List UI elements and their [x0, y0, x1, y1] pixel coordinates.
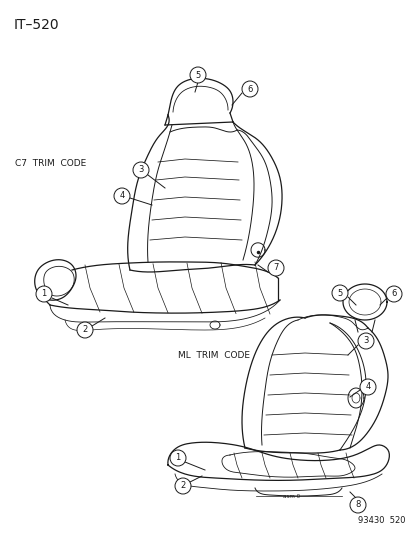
Circle shape	[133, 162, 149, 178]
Circle shape	[77, 322, 93, 338]
Circle shape	[114, 188, 130, 204]
Text: 6: 6	[247, 85, 252, 93]
Circle shape	[175, 478, 190, 494]
Circle shape	[359, 379, 375, 395]
Text: 8: 8	[354, 500, 360, 510]
Text: 93430  520: 93430 520	[358, 516, 405, 525]
Text: 3: 3	[138, 166, 143, 174]
Text: asm 0: asm 0	[283, 494, 300, 499]
Circle shape	[190, 67, 206, 83]
Text: 7: 7	[273, 263, 278, 272]
Text: 1: 1	[175, 454, 180, 463]
Text: IT–520: IT–520	[14, 18, 59, 32]
Circle shape	[267, 260, 283, 276]
Circle shape	[170, 450, 185, 466]
Text: 2: 2	[82, 326, 88, 335]
Text: 3: 3	[363, 336, 368, 345]
Text: 5: 5	[337, 288, 342, 297]
Text: 4: 4	[119, 191, 124, 200]
Circle shape	[357, 333, 373, 349]
Circle shape	[331, 285, 347, 301]
Text: C7  TRIM  CODE: C7 TRIM CODE	[15, 158, 86, 167]
Text: 4: 4	[365, 383, 370, 392]
Circle shape	[385, 286, 401, 302]
Circle shape	[36, 286, 52, 302]
Circle shape	[242, 81, 257, 97]
Text: 1: 1	[41, 289, 47, 298]
Text: 6: 6	[390, 289, 396, 298]
Text: 2: 2	[180, 481, 185, 490]
Text: 5: 5	[195, 70, 200, 79]
Circle shape	[349, 497, 365, 513]
Text: ML  TRIM  CODE: ML TRIM CODE	[178, 351, 249, 360]
